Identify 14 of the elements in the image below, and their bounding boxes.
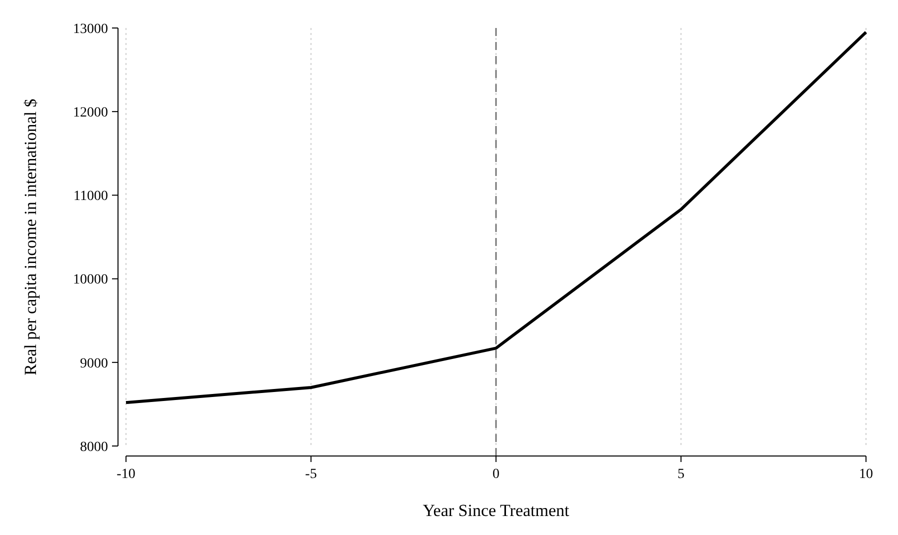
x-axis-title: Year Since Treatment [422,501,570,520]
y-tick-label: 8000 [80,440,108,455]
y-tick-label: 11000 [74,189,108,204]
x-tick-label: -5 [305,467,317,482]
x-tick-label: 10 [859,467,873,482]
y-tick-label: 12000 [73,106,108,120]
y-tick-label: 10000 [73,272,108,288]
x-tick-label: 0 [492,467,500,482]
y-tick-label: 13000 [73,22,108,37]
line-series [124,30,868,404]
y-tick-label: 9000 [80,356,108,372]
x-tick-label: -10 [116,467,136,482]
x-tick-label: 5 [678,467,684,482]
y-axis-title: Real per capita income in international $ [21,98,40,376]
